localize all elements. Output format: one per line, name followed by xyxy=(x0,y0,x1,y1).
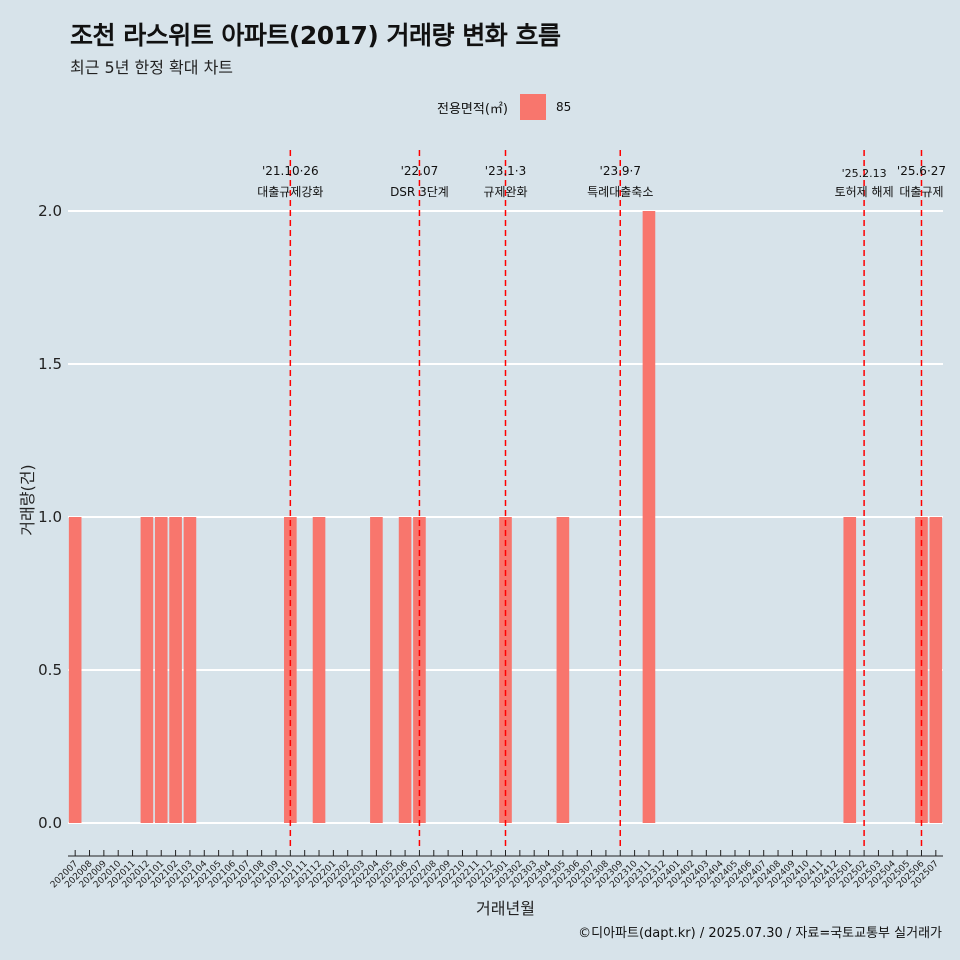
event-date-label: '21.10·26 xyxy=(262,164,319,178)
bar xyxy=(556,517,570,823)
event-name-label: 대출규제강화 xyxy=(257,185,323,199)
bar xyxy=(929,517,943,823)
legend-label-85: 85 xyxy=(555,100,572,114)
bar xyxy=(154,517,168,823)
y-tick-label: 0.5 xyxy=(38,661,62,679)
bar xyxy=(169,517,182,823)
x-axis-title: 거래년월 xyxy=(476,899,535,918)
y-tick-label: 0.0 xyxy=(38,814,62,832)
event-name-label: 규제완화 xyxy=(483,185,527,199)
legend-title: 전용면적(㎡) xyxy=(437,101,508,117)
chart-subtitle: 최근 5년 한정 확대 차트 xyxy=(70,58,234,77)
y-axis-title: 거래량(건) xyxy=(18,464,37,535)
bar xyxy=(140,517,154,823)
bar xyxy=(68,517,82,823)
bar xyxy=(642,211,656,823)
event-date-label: '23.1·3 xyxy=(485,164,526,178)
event-name-label: 토허제 해제 xyxy=(835,185,894,199)
bar xyxy=(843,517,857,823)
bar xyxy=(312,517,326,823)
bar xyxy=(398,517,412,823)
event-date-label: '25.6·27 xyxy=(897,164,946,178)
y-tick-label: 1.0 xyxy=(38,508,62,526)
source-caption: ©디아파트(dapt.kr) / 2025.07.30 / 자료=국토교통부 실… xyxy=(578,926,942,941)
chart-title: 조천 라스위트 아파트(2017) 거래량 변화 흐름 xyxy=(70,21,561,50)
y-tick-label: 2.0 xyxy=(38,202,62,220)
legend-key-85 xyxy=(519,94,546,120)
event-name-label: 특례대출축소 xyxy=(587,185,653,199)
event-name-label: 대출규제 xyxy=(899,185,943,199)
event-date-label: '25.2.13 xyxy=(842,167,887,180)
y-tick-label: 1.5 xyxy=(38,355,62,373)
event-date-label: '23.9·7 xyxy=(600,164,641,178)
event-date-label: '22.07 xyxy=(401,164,439,178)
legend: 전용면적(㎡) 85 xyxy=(437,94,571,120)
bar xyxy=(183,517,197,823)
event-name-label: DSR 3단계 xyxy=(390,185,449,199)
bar xyxy=(370,517,383,823)
